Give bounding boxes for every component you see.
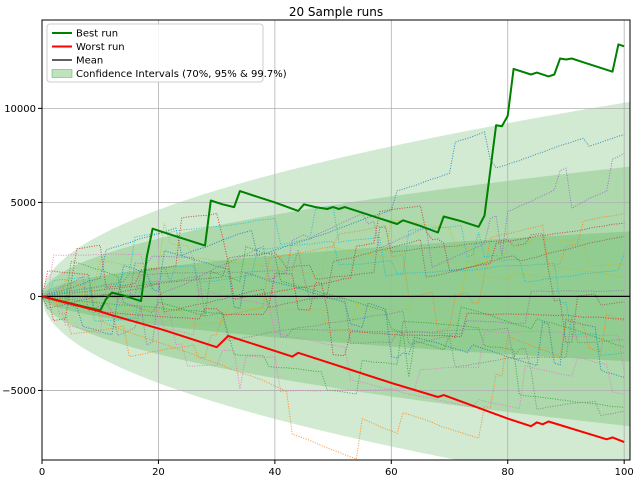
sample-run-0 bbox=[42, 131, 625, 297]
sample-run-13 bbox=[42, 270, 625, 357]
sample-run-15 bbox=[42, 235, 625, 313]
worst-run-line bbox=[42, 295, 625, 444]
best-run-line bbox=[42, 43, 625, 312]
legend-swatch-3 bbox=[51, 69, 73, 78]
x-tick-label-5: 100 bbox=[615, 467, 634, 478]
legend-label-2: Mean bbox=[76, 56, 103, 67]
x-tick-label-0: 0 bbox=[39, 467, 45, 478]
x-tick-label-3: 60 bbox=[385, 467, 398, 478]
legend: Best run Worst run Mean Confidence Interval… bbox=[46, 23, 287, 83]
x-axis-ticks: 0 20 40 60 80 100 bbox=[39, 460, 634, 478]
legend-box bbox=[46, 23, 264, 83]
y-axis-ticks: −5000 0 5000 10000 bbox=[2, 104, 42, 397]
sample-run-3 bbox=[42, 205, 625, 322]
sample-run-17 bbox=[42, 249, 625, 360]
sample-run-7 bbox=[42, 266, 625, 417]
x-tick-label-1: 20 bbox=[152, 467, 165, 478]
x-tick-label-2: 40 bbox=[269, 467, 282, 478]
sample-run-lines bbox=[42, 131, 625, 460]
y-tick-label-0: −5000 bbox=[2, 386, 36, 397]
sample-run-5 bbox=[42, 226, 625, 344]
sample-run-16 bbox=[42, 287, 625, 410]
sample-run-19 bbox=[42, 241, 625, 357]
x-tick-label-4: 80 bbox=[501, 467, 514, 478]
legend-label-1: Worst run bbox=[76, 42, 125, 53]
sample-run-6 bbox=[42, 253, 625, 393]
y-tick-label-3: 10000 bbox=[4, 104, 36, 115]
legend-label-3: Confidence Intervals (70%, 95% & 99.7%) bbox=[76, 69, 287, 80]
legend-label-0: Best run bbox=[76, 29, 118, 40]
sample-run-18 bbox=[42, 238, 625, 332]
y-tick-label-1: 0 bbox=[30, 292, 36, 303]
chart-title: 20 Sample runs bbox=[289, 5, 383, 19]
y-tick-label-2: 5000 bbox=[11, 198, 36, 209]
sample-run-4 bbox=[42, 153, 625, 346]
sample-run-14 bbox=[42, 255, 625, 338]
sample-run-12 bbox=[42, 245, 625, 378]
plot-frame bbox=[41, 19, 631, 461]
highlighted-run-lines bbox=[42, 43, 630, 444]
